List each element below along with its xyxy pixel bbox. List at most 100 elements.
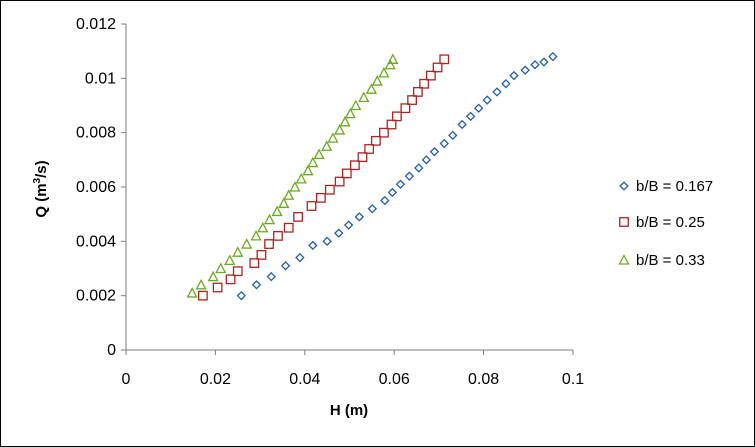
data-point-diamond xyxy=(367,204,378,214)
data-point-diamond xyxy=(380,195,390,206)
data-point-square xyxy=(273,230,283,241)
data-point-diamond xyxy=(421,155,432,165)
data-point-square xyxy=(432,62,443,73)
legend-label: b/B = 0.167 xyxy=(636,178,713,195)
data-point-triangle xyxy=(215,262,227,274)
data-point-square xyxy=(419,78,430,89)
x-tick-label: 0.06 xyxy=(379,371,410,388)
data-point-square xyxy=(341,168,352,179)
data-point-triangle xyxy=(195,278,207,290)
data-point-square xyxy=(349,160,360,171)
data-point-diamond xyxy=(439,138,449,149)
data-point-triangle xyxy=(241,238,253,249)
x-axis-title: H (m) xyxy=(330,402,368,419)
data-point-square xyxy=(232,266,243,277)
data-point-triangle xyxy=(339,115,351,127)
data-point-square xyxy=(283,222,294,233)
data-point-square xyxy=(324,184,335,195)
data-point-square xyxy=(197,290,208,301)
data-point-triangle xyxy=(278,197,290,208)
data-point-triangle xyxy=(371,75,383,86)
data-point-diamond xyxy=(492,87,502,97)
data-point-diamond xyxy=(308,240,318,251)
data-point-triangle xyxy=(283,189,295,200)
data-point-square xyxy=(334,176,345,187)
data-point-diamond xyxy=(236,290,247,301)
data-point-diamond xyxy=(295,252,305,263)
y-tick-label: 0.008 xyxy=(76,125,116,142)
data-point-triangle xyxy=(232,246,244,257)
data-point-diamond xyxy=(280,261,291,271)
data-point-diamond xyxy=(520,65,530,75)
x-tick-label: 0.02 xyxy=(200,371,231,388)
data-point-diamond xyxy=(539,57,549,67)
x-tick-label: 0.1 xyxy=(562,371,584,388)
data-point-diamond xyxy=(548,51,558,62)
y-axis-title-sup: 3 xyxy=(32,177,43,183)
data-point-diamond xyxy=(387,187,398,198)
legend-marker-triangle xyxy=(618,254,630,265)
data-point-square xyxy=(357,152,368,163)
y-tick-label: 0.004 xyxy=(76,233,116,250)
x-tick-label: 0.08 xyxy=(468,371,499,388)
axes xyxy=(125,24,573,351)
data-point-triangle xyxy=(250,230,262,241)
data-point-diamond xyxy=(501,79,511,89)
data-point-diamond xyxy=(334,228,344,238)
data-point-diamond xyxy=(354,212,365,222)
y-axis-title-suffix: /s) xyxy=(33,160,50,178)
data-point-triangle xyxy=(186,287,198,298)
data-point-square xyxy=(364,144,375,154)
data-point-diamond xyxy=(429,146,440,157)
data-point-triangle xyxy=(365,83,377,94)
y-tick-label: 0.012 xyxy=(76,16,116,33)
data-point-triangle xyxy=(302,164,314,176)
data-point-triangle xyxy=(384,58,396,70)
legend-label: b/B = 0.25 xyxy=(636,214,705,231)
data-point-triangle xyxy=(257,221,269,233)
data-point-square xyxy=(249,258,260,268)
data-point-diamond xyxy=(322,236,332,247)
data-point-square xyxy=(386,119,397,130)
data-point-triangle xyxy=(313,148,325,160)
series-triangle xyxy=(186,53,399,298)
data-point-triangle xyxy=(327,132,339,143)
data-point-square xyxy=(407,95,417,105)
data-point-diamond xyxy=(509,70,519,81)
data-point-square xyxy=(439,54,450,65)
series-layer xyxy=(186,51,558,301)
data-point-triangle xyxy=(289,181,301,192)
data-point-triangle xyxy=(334,124,346,135)
data-point-square xyxy=(370,135,381,146)
data-point-diamond xyxy=(530,60,540,70)
y-ticks: 0 0.002 0.004 0.006 0.008 0.01 0.012 xyxy=(76,16,126,359)
data-point-triangle xyxy=(358,91,370,102)
data-point-triangle xyxy=(344,107,356,119)
data-point-diamond xyxy=(395,179,406,190)
data-point-triangle xyxy=(378,67,390,78)
x-tick-label: 0 xyxy=(122,371,131,388)
data-point-diamond xyxy=(343,220,354,230)
legend: b/B = 0.167 b/B = 0.25 b/B = 0.33 xyxy=(618,178,713,269)
data-point-square xyxy=(293,211,303,222)
data-point-diamond xyxy=(465,111,476,122)
data-point-triangle xyxy=(224,254,236,266)
data-point-square xyxy=(264,239,274,249)
data-point-diamond xyxy=(251,280,262,290)
series-square xyxy=(197,54,450,301)
data-point-triangle xyxy=(387,53,399,64)
data-point-triangle xyxy=(271,205,283,217)
data-point-square xyxy=(412,87,423,97)
data-point-triangle xyxy=(295,172,307,184)
y-tick-label: 0.006 xyxy=(76,179,116,196)
data-point-triangle xyxy=(263,213,276,225)
y-axis-title: Q (m3/s) xyxy=(32,160,50,217)
data-point-square xyxy=(212,282,223,293)
data-point-square xyxy=(256,250,267,260)
y-tick-label: 0 xyxy=(107,342,116,359)
data-point-triangle xyxy=(307,156,319,168)
data-point-square xyxy=(391,111,402,122)
data-point-diamond xyxy=(414,163,424,173)
y-axis-title-prefix: Q (m xyxy=(33,183,50,217)
